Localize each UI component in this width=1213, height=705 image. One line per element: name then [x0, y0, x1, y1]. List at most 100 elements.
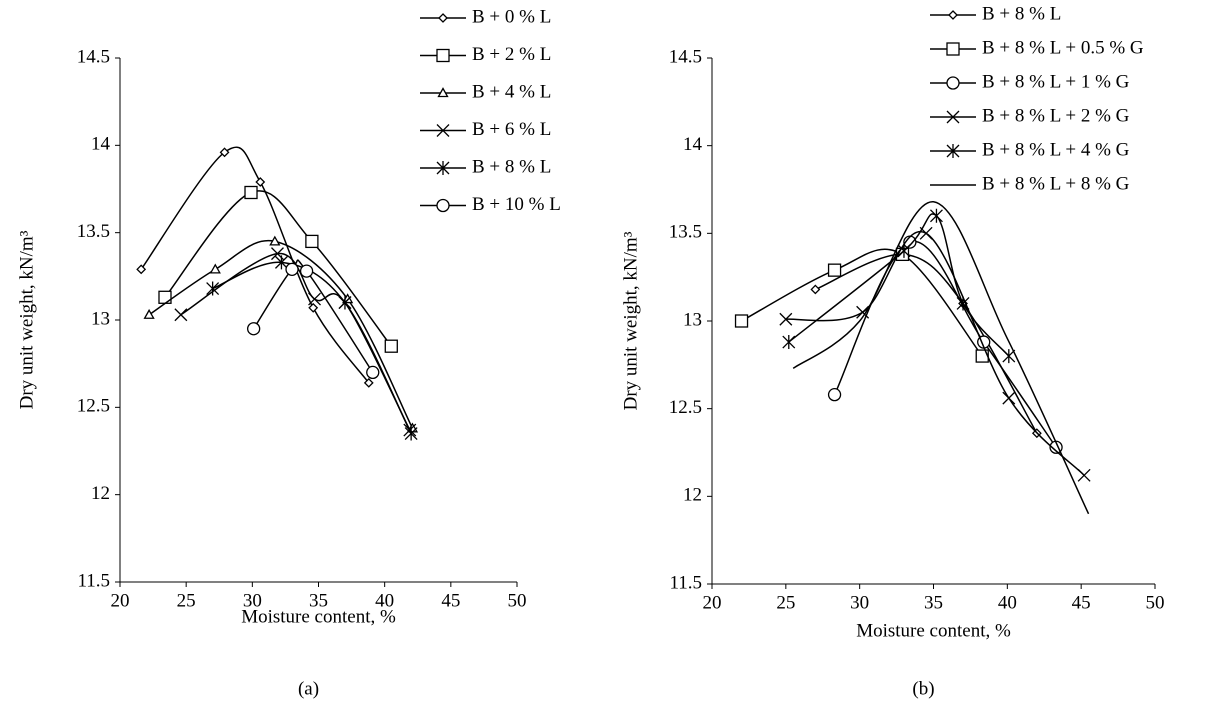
marker-circle — [285, 262, 299, 276]
x-tick-label: 50 — [1146, 592, 1165, 613]
legend-marker — [437, 87, 449, 98]
marker-square — [384, 339, 398, 353]
x-tick-label: 45 — [441, 590, 460, 611]
x-tick-label: 30 — [850, 592, 869, 613]
marker-asterisk — [274, 255, 288, 270]
legend-label: B + 2 % L — [472, 44, 551, 65]
marker-asterisk — [897, 243, 911, 258]
marker-x — [174, 308, 188, 322]
x-axis-title: Moisture content, % — [856, 620, 1011, 641]
legend-marker — [946, 110, 960, 124]
x-tick-label: 20 — [703, 592, 722, 613]
legend-label: B + 8 % L + 1 % G — [982, 71, 1130, 92]
panel-caption: (a) — [298, 678, 319, 699]
marker-diamond — [255, 177, 266, 187]
y-axis-title: Dry unit weight, kN/m³ — [620, 231, 641, 410]
y-axis-title: Dry unit weight, kN/m³ — [16, 230, 37, 409]
legend-label: B + 8 % L — [472, 156, 551, 177]
y-tick-label: 12.5 — [77, 396, 110, 417]
marker-asterisk — [929, 208, 943, 223]
marker-diamond — [810, 284, 821, 295]
legend-label: B + 10 % L — [472, 194, 561, 215]
y-tick-label: 13.5 — [77, 221, 110, 242]
x-tick-label: 35 — [309, 590, 328, 611]
marker-x — [1077, 468, 1091, 482]
marker-square — [734, 314, 749, 328]
legend-marker — [946, 144, 960, 158]
legend-label: B + 8 % L + 2 % G — [982, 105, 1130, 126]
marker-asterisk — [206, 281, 220, 296]
x-tick-label: 40 — [375, 590, 394, 611]
legend-marker — [438, 13, 448, 23]
x-tick-label: 45 — [1072, 592, 1091, 613]
y-tick-label: 11.5 — [77, 570, 110, 591]
legend-marker — [946, 76, 960, 90]
x-tick-label: 25 — [776, 592, 795, 613]
legend-label: B + 8 % L + 4 % G — [982, 139, 1130, 160]
y-tick-label: 11.5 — [669, 572, 702, 593]
series-line — [140, 146, 370, 384]
y-tick-label: 14 — [91, 134, 111, 155]
x-tick-label: 25 — [177, 590, 196, 611]
series-line — [180, 252, 411, 431]
y-tick-label: 12 — [91, 483, 110, 504]
x-tick-label: 35 — [924, 592, 943, 613]
x-tick-label: 40 — [998, 592, 1017, 613]
series-line — [788, 213, 1010, 357]
marker-circle — [247, 322, 261, 336]
marker-asterisk — [1002, 349, 1016, 364]
marker-x — [308, 292, 321, 306]
marker-diamond — [136, 264, 147, 275]
marker-diamond — [363, 377, 374, 388]
series-line — [815, 253, 1038, 434]
legend-marker — [436, 48, 450, 63]
y-tick-label: 14.5 — [77, 46, 110, 67]
legend-label: B + 6 % L — [472, 119, 551, 140]
marker-circle — [827, 387, 842, 402]
y-tick-label: 14.5 — [669, 46, 702, 67]
legend-marker — [436, 124, 450, 137]
marker-circle — [366, 365, 380, 380]
series-line — [212, 261, 412, 434]
marker-x — [856, 305, 870, 319]
marker-circle — [299, 264, 314, 278]
marker-asterisk — [404, 426, 418, 441]
y-tick-label: 14 — [683, 134, 703, 155]
legend-label: B + 8 % L — [982, 3, 1061, 24]
series-line — [164, 190, 392, 347]
marker-diamond — [308, 302, 319, 313]
x-axis-title: Moisture content, % — [241, 606, 396, 627]
marker-square — [305, 234, 319, 249]
legend-label: B + 0 % L — [472, 6, 551, 27]
marker-triangle — [269, 235, 281, 246]
marker-triangle — [143, 308, 155, 319]
x-tick-label: 20 — [111, 590, 130, 611]
marker-asterisk — [782, 335, 796, 350]
y-tick-label: 12.5 — [669, 397, 702, 418]
marker-asterisk — [338, 295, 352, 310]
marker-x — [779, 312, 793, 326]
y-tick-label: 13.5 — [669, 222, 702, 243]
x-tick-label: 30 — [243, 590, 262, 611]
marker-x — [1002, 391, 1016, 405]
series-line — [792, 201, 1090, 515]
y-tick-label: 13 — [91, 308, 110, 329]
marker-square — [244, 185, 258, 200]
x-tick-label: 50 — [508, 590, 527, 611]
marker-diamond — [219, 147, 230, 158]
series-line — [833, 240, 1057, 448]
y-tick-label: 13 — [683, 309, 702, 330]
marker-triangle — [209, 263, 221, 274]
series-line — [148, 239, 414, 429]
marker-asterisk — [956, 296, 970, 311]
series-line — [253, 259, 374, 373]
marker-square — [827, 263, 842, 277]
legend-marker — [948, 10, 958, 20]
panel-caption: (b) — [912, 678, 934, 699]
legend-marker — [436, 198, 450, 213]
legend-marker — [436, 161, 450, 175]
y-tick-label: 12 — [683, 485, 702, 506]
legend-label: B + 4 % L — [472, 81, 551, 102]
series-line — [741, 248, 983, 357]
